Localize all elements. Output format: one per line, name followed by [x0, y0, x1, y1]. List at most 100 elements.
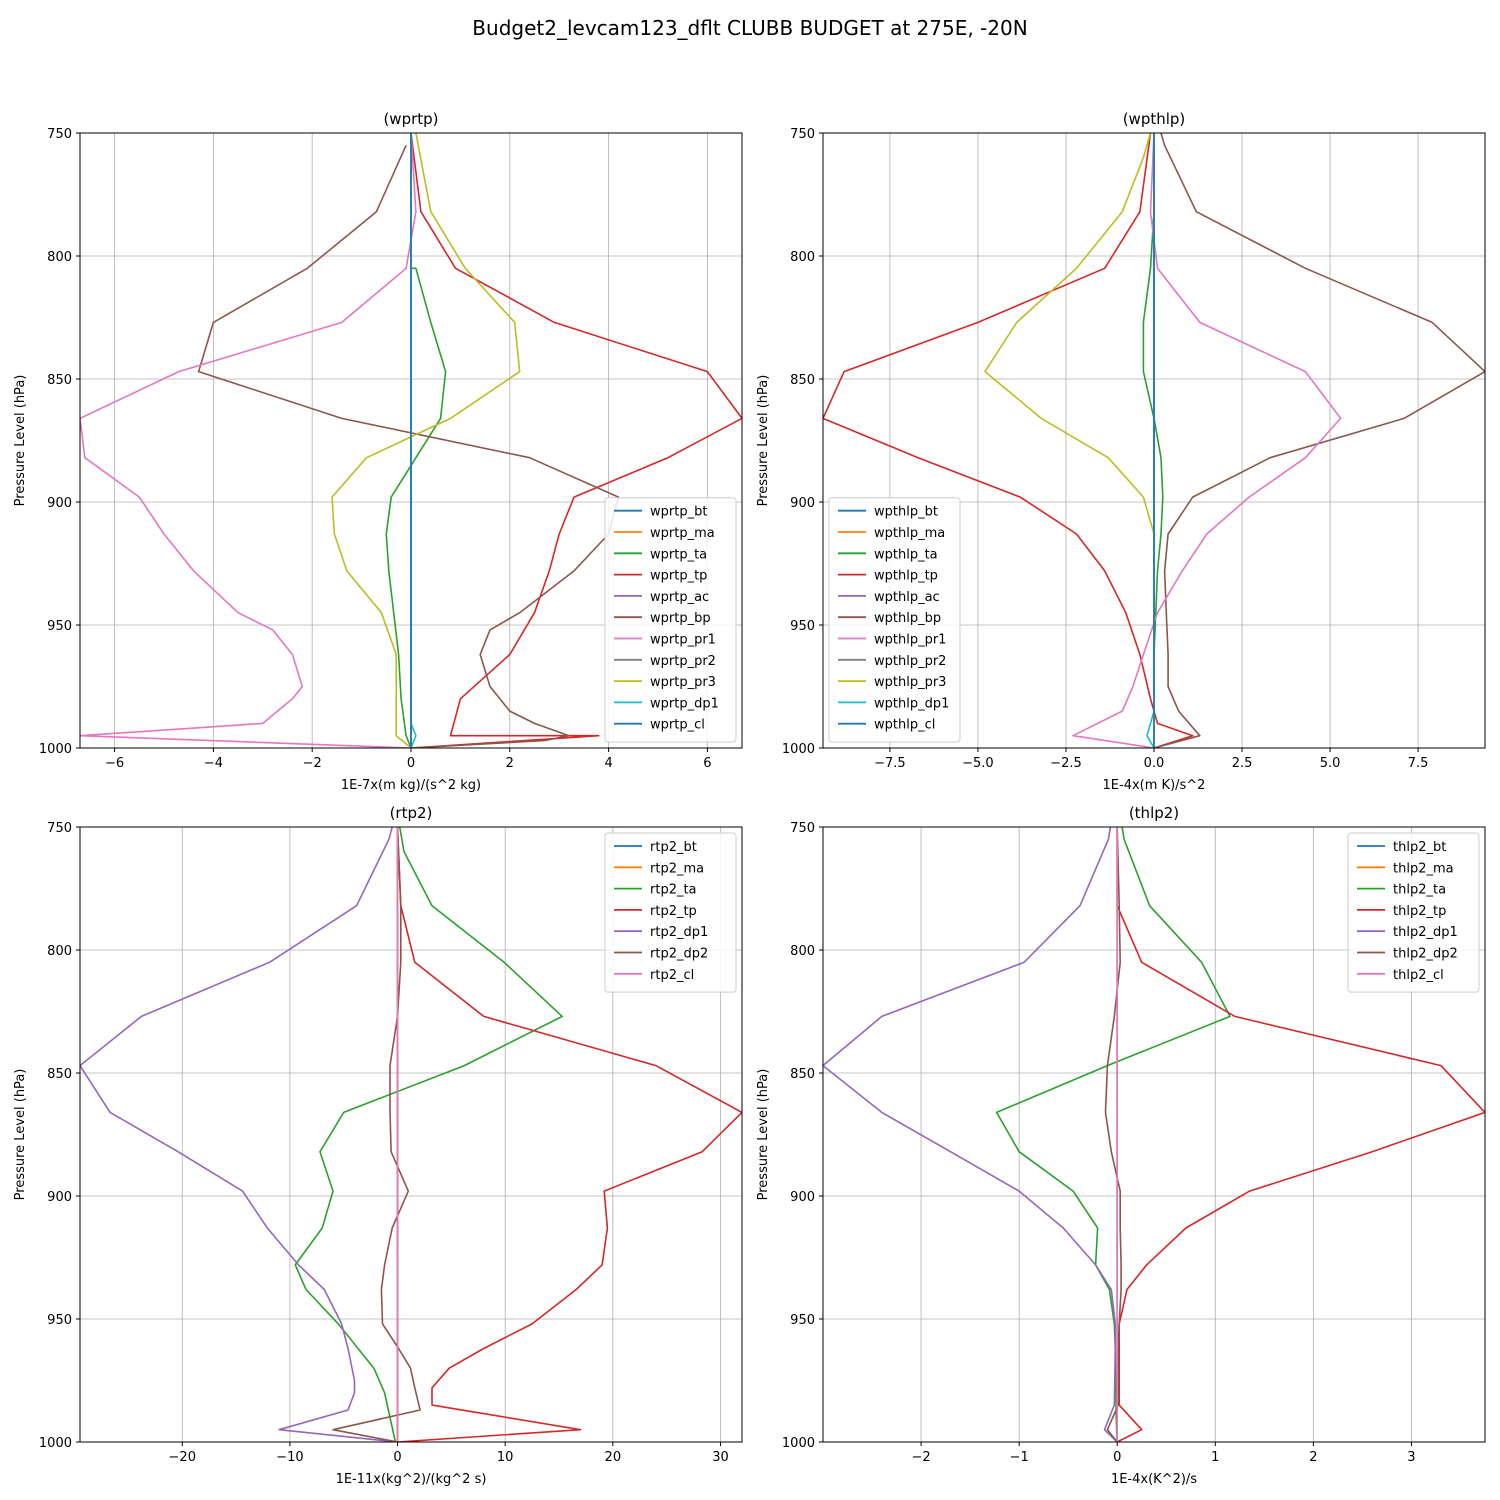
legend-entry: wpthlp_bp	[874, 611, 941, 626]
legend-entry: wprtp_ma	[650, 526, 715, 541]
legend-entry: rtp2_cl	[650, 968, 694, 983]
x-tick-label: −2	[303, 756, 322, 771]
legend: rtp2_bt rtp2_ma rtp2_ta rtp2_tp rtp2_dp1 rtp2…	[604, 832, 737, 993]
legend-entry: wpthlp_ma	[874, 526, 945, 541]
legend-entry: rtp2_dp2	[650, 947, 708, 962]
series-line-wpthlp_bp	[1153, 133, 1485, 748]
x-tick-label: −2	[911, 1450, 930, 1465]
y-axis-label: Pressure Level (hPa)	[756, 375, 771, 507]
panel-title: (thlp2)	[1129, 804, 1179, 822]
series-line-rtp2_dp2	[332, 827, 421, 1442]
x-tick-label: 20	[605, 1450, 622, 1465]
legend-entry: wpthlp_pr1	[874, 633, 946, 648]
x-tick-label: 0	[1113, 1450, 1121, 1465]
x-tick-label: −20	[169, 1450, 196, 1465]
y-tick-label: 850	[47, 1067, 72, 1082]
legend-entry: wprtp_pr3	[650, 675, 716, 690]
legend-entry: wprtp_ac	[650, 590, 709, 605]
panel-title: (rtp2)	[390, 804, 433, 822]
series-line-thlp2_dp2	[1104, 827, 1122, 1442]
y-tick-label: 950	[47, 1313, 72, 1328]
legend-entry: wpthlp_ta	[874, 547, 938, 562]
x-axis-label: 1E-4x(m K)/s^2	[1103, 778, 1206, 793]
legend-entry: wprtp_dp1	[650, 696, 719, 711]
x-tick-label: 6	[703, 756, 711, 771]
legend-entry: rtp2_ta	[650, 883, 697, 898]
legend-entry: wpthlp_tp	[874, 569, 938, 584]
legend: wpthlp_bt wpthlp_ma wpthlp_ta wpthlp_tpwpth…	[828, 497, 961, 743]
x-tick-label: 0	[393, 1450, 401, 1465]
legend: wprtp_bt wprtp_ma wprtp_ta wprtp_tp wprtp_ac…	[604, 497, 737, 743]
y-tick-label: 850	[790, 373, 815, 388]
y-axis-label: Pressure Level (hPa)	[13, 375, 28, 507]
x-tick-label: 1	[1211, 1450, 1219, 1465]
x-tick-label: 3	[1407, 1450, 1415, 1465]
x-tick-label: 4	[604, 756, 612, 771]
x-tick-label: −6	[105, 756, 124, 771]
series-line-thlp2_tp	[1116, 827, 1485, 1442]
y-tick-label: 850	[47, 373, 72, 388]
series-line-wprtp_bp	[197, 144, 620, 748]
y-tick-label: 800	[790, 250, 815, 265]
legend-entry: wpthlp_pr2	[874, 654, 946, 669]
series-line-thlp2_ta	[995, 827, 1231, 1442]
x-tick-label: −1	[1010, 1450, 1029, 1465]
y-axis-label: Pressure Level (hPa)	[13, 1069, 28, 1201]
y-tick-label: 850	[790, 1067, 815, 1082]
series-line-wpthlp_pr3	[984, 133, 1155, 748]
legend-entry: rtp2_ma	[650, 861, 704, 876]
y-tick-label: 750	[47, 821, 72, 836]
panel-3: −2 −1 0 1 2 3 750 800 850 900 950 1000 (thlp2) 1E-4x(…	[756, 804, 1486, 1487]
y-tick-label: 1000	[782, 1436, 815, 1451]
legend-entry: wprtp_ta	[650, 547, 707, 562]
y-axis-label: Pressure Level (hPa)	[756, 1069, 771, 1201]
y-tick-label: 1000	[39, 1436, 72, 1451]
y-tick-label: 950	[790, 1313, 815, 1328]
legend-entry: thlp2_dp1	[1393, 925, 1458, 940]
x-axis-label: 1E-4x(K^2)/s	[1111, 1472, 1197, 1487]
legend-entry: wprtp_pr1	[650, 633, 716, 648]
y-tick-label: 750	[790, 821, 815, 836]
series-line-rtp2_tp	[396, 827, 742, 1442]
x-tick-label: 5.0	[1320, 756, 1341, 771]
y-tick-label: 750	[790, 127, 815, 142]
legend-entry: wpthlp_pr3	[874, 675, 946, 690]
panel-1: −7.5 −5.0 −2.5 0.0 2.5 5.0 7.5 750 800 850 900 950 1…	[756, 110, 1486, 793]
legend-entry: thlp2_dp2	[1393, 947, 1458, 962]
legend-entry: wpthlp_cl	[874, 718, 935, 733]
legend-entry: rtp2_dp1	[650, 925, 708, 940]
axes-frame	[822, 826, 1486, 1443]
legend-entry: wpthlp_bt	[874, 505, 938, 520]
legend-entry: rtp2_tp	[650, 904, 697, 919]
x-tick-label: 0.0	[1144, 756, 1165, 771]
x-tick-label: 0	[407, 756, 415, 771]
x-tick-label: 2	[506, 756, 514, 771]
y-tick-label: 1000	[39, 742, 72, 757]
x-tick-label: −10	[276, 1450, 303, 1465]
legend-entry: thlp2_tp	[1393, 904, 1446, 919]
x-tick-label: −4	[204, 756, 223, 771]
series-line-rtp2_dp1	[80, 827, 398, 1442]
panel-title: (wprtp)	[383, 110, 438, 128]
series-line-wprtp_pr1	[80, 133, 417, 748]
y-tick-label: 950	[790, 619, 815, 634]
y-tick-label: 800	[47, 250, 72, 265]
y-tick-label: 800	[790, 944, 815, 959]
y-tick-label: 750	[47, 127, 72, 142]
series-line-wprtp_ta	[385, 133, 447, 748]
y-tick-label: 900	[790, 1190, 815, 1205]
figure-title: Budget2_levcam123_dflt CLUBB BUDGET at 2…	[472, 16, 1028, 40]
legend-entry: wprtp_bt	[650, 505, 707, 520]
y-tick-label: 900	[47, 1190, 72, 1205]
x-tick-label: 2.5	[1232, 756, 1253, 771]
axes-frame	[79, 826, 743, 1443]
y-tick-label: 1000	[782, 742, 815, 757]
x-tick-label: −5.0	[962, 756, 994, 771]
series-line-rtp2_ta	[294, 827, 564, 1442]
legend-entry: rtp2_bt	[650, 840, 697, 855]
legend-entry: wprtp_tp	[650, 569, 707, 584]
legend-entry: wprtp_pr2	[650, 654, 716, 669]
series-line-wprtp_pr3	[331, 133, 521, 748]
